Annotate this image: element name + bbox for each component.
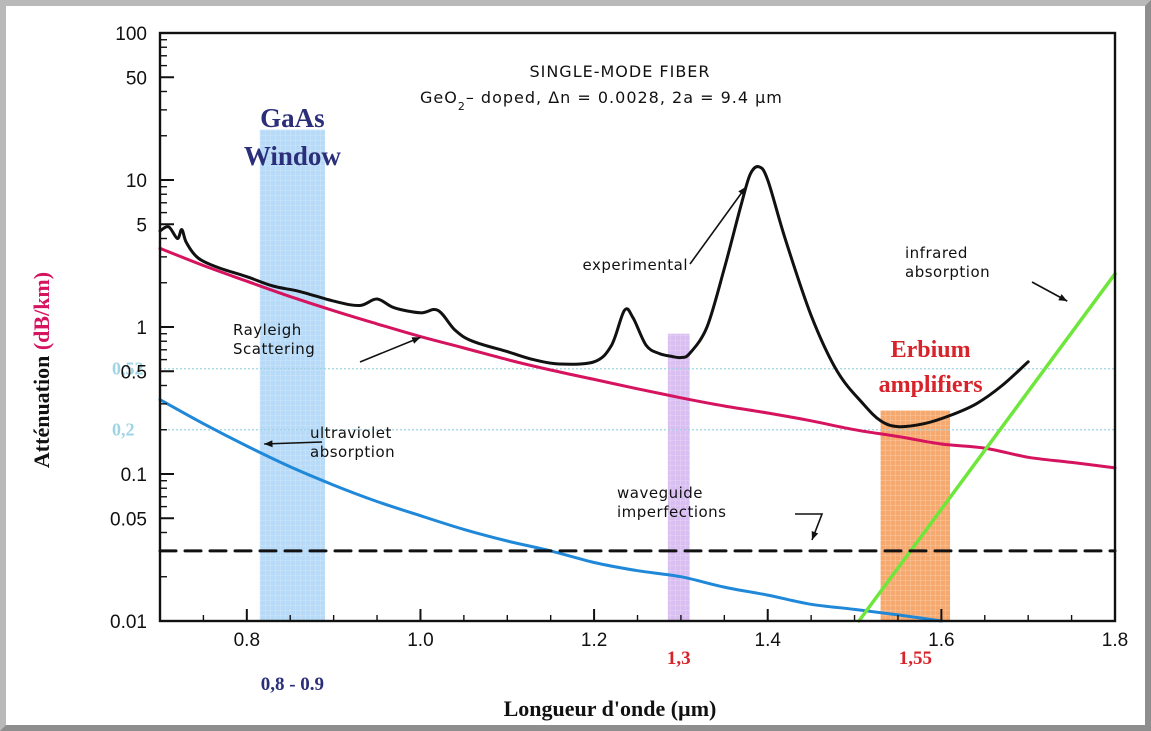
ref-label-0-2: 0,2	[112, 420, 135, 440]
annotation-arrow-waveguide	[795, 513, 824, 541]
annotation-scattering: Scattering	[233, 340, 315, 358]
y-axis-label-main: Atténuation	[29, 350, 54, 468]
x-axis-label: Longueur d'onde (µm)	[504, 696, 717, 721]
band-0-8-0-9-label: 0,8 - 0.9	[261, 674, 324, 695]
y-tick-label-0-01: 0.01	[110, 612, 147, 633]
x-tick-label-1-0: 1.0	[407, 630, 433, 651]
x-tick-label-1-2: 1.2	[581, 630, 607, 651]
ref-label-0-52: 0,52	[112, 359, 144, 379]
subtitle-part-params: – doped, Δn = 0.0028, 2a = 9.4 µm	[466, 88, 783, 107]
chart-title: SINGLE-MODE FIBER	[529, 62, 710, 81]
annotation-absorption: absorption	[310, 443, 395, 461]
y-tick-label-10: 10	[126, 171, 147, 192]
y-tick-label-5: 5	[136, 215, 147, 236]
series-experimental	[158, 165, 1030, 429]
chart-subtitle: GeO2– doped, Δn = 0.0028, 2a = 9.4 µm	[420, 88, 783, 113]
x-tick-label-1-4: 1.4	[755, 630, 782, 651]
annotation-imperfections: imperfections	[617, 503, 727, 521]
subtitle-part-geo: GeO	[420, 88, 458, 107]
band-1-55-label: 1,55	[899, 648, 932, 669]
annotation-arrowhead-infrared	[1058, 294, 1068, 302]
band-title-gaas: GaAs	[260, 103, 325, 133]
y-tick-label-100: 100	[115, 24, 147, 45]
series-rayleigh	[158, 246, 1117, 470]
y-tick-label-1: 1	[136, 318, 147, 339]
annotation-waveguide: waveguide	[617, 484, 703, 502]
y-axis-label-unit: (dB/km)	[29, 272, 54, 350]
y-tick-label-0-05: 0.05	[110, 509, 147, 530]
annotation-experimental: experimental	[582, 256, 688, 274]
subtitle-part-subscript: 2	[458, 100, 466, 113]
annotation-arrow-experimental	[689, 186, 747, 265]
y-tick-label-50: 50	[126, 68, 147, 89]
annotation-arrow-ultraviolet	[264, 441, 323, 445]
annotation-ultraviolet: ultraviolet	[310, 424, 392, 442]
band-0-8-0-9	[259, 129, 325, 621]
annotation-arrowhead-waveguide	[811, 531, 819, 540]
y-tick-label-0-5: 0.5	[121, 362, 147, 383]
band-title-erbium: Erbium	[891, 337, 971, 363]
y-tick-label-0-1: 0.1	[121, 465, 147, 486]
annotation-absorption: absorption	[905, 263, 990, 281]
band-title-window: Window	[244, 141, 342, 171]
annotation-arrowhead-experimental	[738, 186, 747, 196]
annotation-arrow-rayleigh	[359, 336, 421, 363]
annotation-arrowhead-ultraviolet	[264, 440, 273, 448]
band-1-3	[667, 333, 690, 621]
band-1-55	[880, 410, 951, 621]
annotation-arrowhead-rayleigh	[411, 337, 421, 344]
band-1-3-label: 1,3	[667, 648, 691, 669]
x-tick-label-1-6: 1.6	[928, 630, 954, 651]
band-title-amplifiers: amplifiers	[879, 372, 983, 398]
annotation-rayleigh: Rayleigh	[233, 321, 302, 339]
series-infrared	[857, 272, 1117, 623]
x-tick-label-1-8: 1.8	[1102, 630, 1128, 651]
annotation-infrared: infrared	[905, 244, 968, 262]
y-axis-label: Atténuation (dB/km)	[29, 272, 54, 468]
x-tick-label-0-8: 0.8	[234, 630, 260, 651]
